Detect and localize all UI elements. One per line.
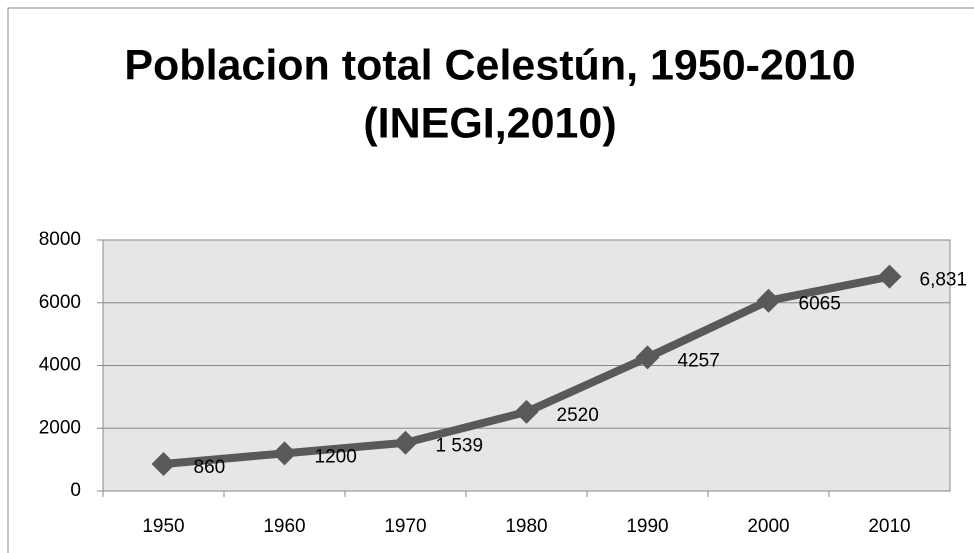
point-marker <box>877 264 902 289</box>
y-tick-label: 6000 <box>39 292 81 313</box>
data-label: 1200 <box>315 446 357 467</box>
point-marker <box>151 452 176 477</box>
point-marker <box>272 441 297 466</box>
y-tick-label: 4000 <box>39 355 81 376</box>
x-tick-label: 2010 <box>868 516 910 537</box>
data-label: 6065 <box>799 294 841 315</box>
y-tick-label: 8000 <box>39 229 81 250</box>
x-tick-label: 1980 <box>505 516 547 537</box>
x-tick-label: 2000 <box>747 516 789 537</box>
data-label: 6,831 <box>920 270 968 291</box>
data-label: 1 539 <box>436 436 484 457</box>
point-marker <box>393 430 418 455</box>
y-tick-label: 2000 <box>39 417 81 438</box>
x-tick-label: 1990 <box>626 516 668 537</box>
point-marker <box>756 288 781 313</box>
point-marker <box>635 345 660 370</box>
chart-title: Poblacion total Celestún, 1950-2010 <box>124 41 855 89</box>
point-marker <box>514 399 539 424</box>
x-tick-label: 1960 <box>263 516 305 537</box>
data-label: 2520 <box>557 405 599 426</box>
chart-subtitle: (INEGI,2010) <box>363 99 616 147</box>
x-tick-label: 1950 <box>142 516 184 537</box>
y-tick-label: 0 <box>70 480 81 501</box>
x-tick-label: 1970 <box>384 516 426 537</box>
data-label: 4257 <box>678 350 720 371</box>
data-label: 860 <box>194 457 226 478</box>
